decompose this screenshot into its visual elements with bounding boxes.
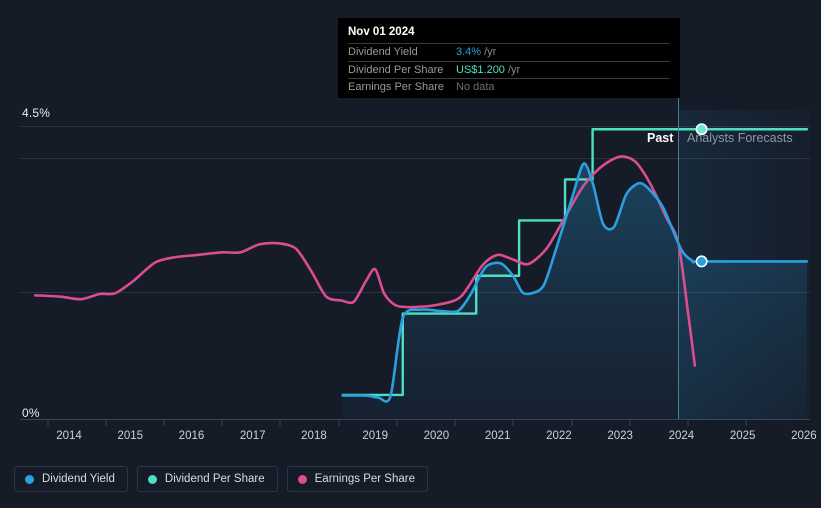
y-axis-label-max: 4.5% xyxy=(22,106,51,120)
tooltip-row-label: Dividend Per Share xyxy=(348,63,444,76)
x-axis-tick-2018: 2018 xyxy=(301,430,327,442)
legend-color-dot xyxy=(297,474,307,484)
tooltip-row-unit: /yr xyxy=(507,63,521,76)
legend-item-dividend-per-share[interactable]: Dividend Per Share xyxy=(136,466,278,492)
chart-plot-area xyxy=(20,96,810,426)
legend-item-label: Dividend Per Share xyxy=(164,473,265,485)
dividend-per-share-marker[interactable] xyxy=(695,123,708,136)
chart-legend: Dividend Yield Dividend Per Share Earnings… xyxy=(14,466,428,492)
dividend-yield-line xyxy=(341,162,809,403)
legend-item-dividend-yield[interactable]: Dividend Yield xyxy=(14,466,128,492)
x-axis-tick-2022: 2022 xyxy=(546,430,572,442)
x-axis-tick-2026: 2026 xyxy=(791,430,817,442)
tooltip-row-value: 3.4% xyxy=(456,46,482,59)
legend-item-label: Dividend Yield xyxy=(42,473,115,485)
y-axis-label-min: 0% xyxy=(22,406,40,420)
tooltip-row-unit: /yr xyxy=(484,46,497,59)
dividend-yield-marker[interactable] xyxy=(695,255,708,268)
legend-item-label: Earnings Per Share xyxy=(314,473,415,485)
tooltip-row-value: No data xyxy=(456,81,495,94)
legend-item-earnings-per-share[interactable]: Earnings Per Share xyxy=(286,466,428,492)
x-axis-tick-2024: 2024 xyxy=(668,430,695,442)
x-axis-tick-2019: 2019 xyxy=(362,430,388,442)
dividend-per-share-line xyxy=(341,128,809,397)
tooltip-row: Dividend Yield 3.4%/yr xyxy=(348,43,670,61)
legend-color-dot xyxy=(147,474,157,484)
earnings-per-share-line xyxy=(34,155,697,367)
x-axis xyxy=(20,419,810,426)
legend-color-dot xyxy=(25,474,34,484)
tooltip-row-value: US$1.200 xyxy=(456,63,505,76)
x-axis-tick-2016: 2016 xyxy=(178,430,205,442)
tooltip-row: Earnings Per Share No data xyxy=(348,78,670,96)
x-axis-tick-2023: 2023 xyxy=(607,430,633,442)
tooltip-row-label: Earnings Per Share xyxy=(348,81,444,94)
x-axis-tick-2014: 2014 xyxy=(56,430,82,442)
dividend-yield-area xyxy=(342,163,807,419)
x-axis-tick-2025: 2025 xyxy=(729,430,756,442)
analysts-forecasts-label: Analysts Forecasts xyxy=(687,131,793,145)
x-axis-tick-2017: 2017 xyxy=(239,430,266,442)
tooltip-rows: Dividend Yield 3.4%/yr Dividend Per Share U… xyxy=(348,43,670,96)
tooltip-row: Dividend Per Share US$1.200/yr xyxy=(348,60,670,79)
tooltip-row-label: Dividend Yield xyxy=(348,46,418,59)
x-axis-tick-2020: 2020 xyxy=(423,430,450,442)
x-axis-tick-2021: 2021 xyxy=(484,430,511,442)
chart-tooltip: Nov 01 2024 Dividend Yield 3.4%/yr Dividen… xyxy=(338,18,680,98)
x-axis-tick-2015: 2015 xyxy=(117,430,144,442)
tooltip-date: Nov 01 2024 xyxy=(348,26,415,38)
past-label: Past xyxy=(647,131,674,145)
